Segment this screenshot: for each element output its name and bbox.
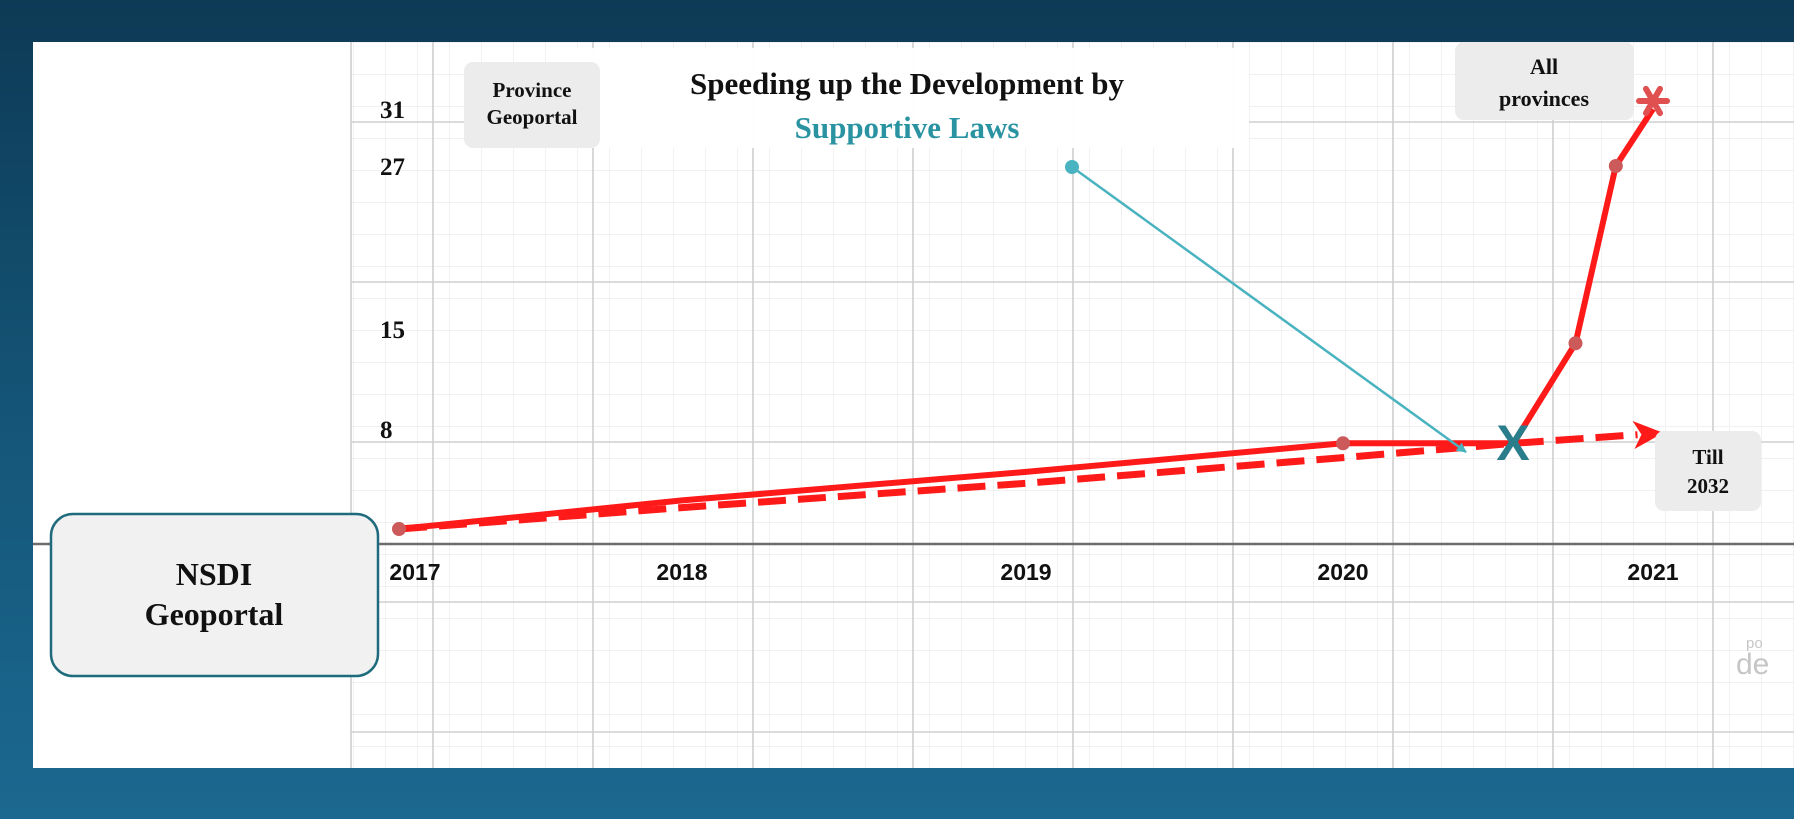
arrow-origin-dot xyxy=(1065,160,1079,174)
grid xyxy=(350,42,1794,768)
province-geoportal-line1: Province xyxy=(493,78,572,102)
all-provinces-box-bg xyxy=(1455,42,1634,120)
x-tick-label: 2020 xyxy=(1317,559,1368,585)
x-tick-label: 2018 xyxy=(656,559,707,585)
x-tick-label: 2017 xyxy=(389,559,440,585)
supportive-laws-arrow xyxy=(1071,165,1467,454)
data-point xyxy=(1568,336,1583,351)
end-star-icon xyxy=(1636,85,1670,117)
chart-title: Speeding up the Development by xyxy=(690,66,1125,101)
line-chart: po de 8 15 27 31 2017 2018 2019 2020 2021 Speed… xyxy=(33,42,1794,768)
all-provinces-line1: All xyxy=(1530,54,1558,79)
series-dashed-line xyxy=(398,431,1638,533)
nsdi-geoportal-box-bg xyxy=(49,512,380,678)
chart-subtitle: Supportive Laws xyxy=(795,110,1020,145)
series-solid-line xyxy=(398,107,1656,532)
till-2032-box: Till 2032 xyxy=(1655,431,1761,511)
data-points xyxy=(392,159,1623,536)
nsdi-geoportal-box: NSDI Geoportal xyxy=(49,512,380,678)
nsdi-geoportal-line1: NSDI xyxy=(176,556,252,592)
x-marker: X xyxy=(1496,415,1529,471)
data-point xyxy=(1336,436,1350,451)
till-2032-box-bg xyxy=(1655,431,1761,511)
y-tick-labels: 8 15 27 31 xyxy=(380,97,405,444)
y-tick-label: 15 xyxy=(380,317,405,344)
nsdi-geoportal-line2: Geoportal xyxy=(145,596,284,632)
data-point xyxy=(1608,159,1623,173)
x-tick-label: 2021 xyxy=(1627,559,1678,585)
chart-panel: po de 8 15 27 31 2017 2018 2019 2020 2021 Speed… xyxy=(33,42,1794,768)
dashed-line-arrowhead xyxy=(1632,421,1664,449)
watermark-top: po xyxy=(1746,635,1763,652)
till-2032-line2: 2032 xyxy=(1687,474,1729,498)
province-geoportal-line2: Geoportal xyxy=(487,105,578,129)
province-geoportal-box-bg xyxy=(464,62,600,148)
data-point xyxy=(392,522,406,536)
y-tick-label: 8 xyxy=(380,417,393,444)
x-tick-labels: 2017 2018 2019 2020 2021 xyxy=(389,559,1678,585)
y-tick-label: 31 xyxy=(380,97,405,124)
watermark-bottom: de xyxy=(1736,648,1769,681)
star-ray xyxy=(1650,85,1663,104)
x-tick-label: 2019 xyxy=(1000,559,1051,585)
all-provinces-line2: provinces xyxy=(1499,86,1589,111)
y-tick-label: 27 xyxy=(380,154,405,181)
title-banner xyxy=(573,48,1249,148)
till-2032-line1: Till xyxy=(1692,445,1723,469)
province-geoportal-box: Province Geoportal xyxy=(464,62,600,148)
all-provinces-box: All provinces xyxy=(1455,42,1634,120)
